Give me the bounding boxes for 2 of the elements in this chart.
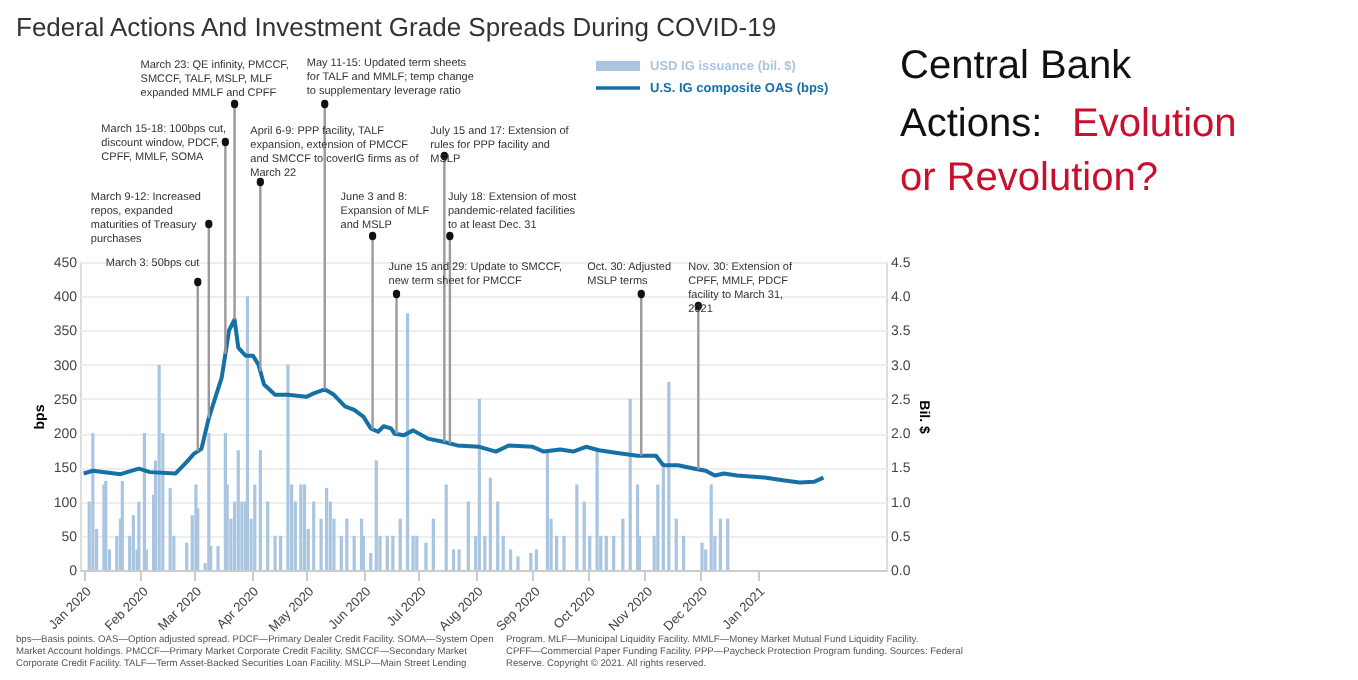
text: Central Bank Actions: Evolution or Revolution? <box>900 44 1237 200</box>
chart-title: Federal Actions And Investment Grade Spreads During COVID-19 <box>16 12 777 42</box>
